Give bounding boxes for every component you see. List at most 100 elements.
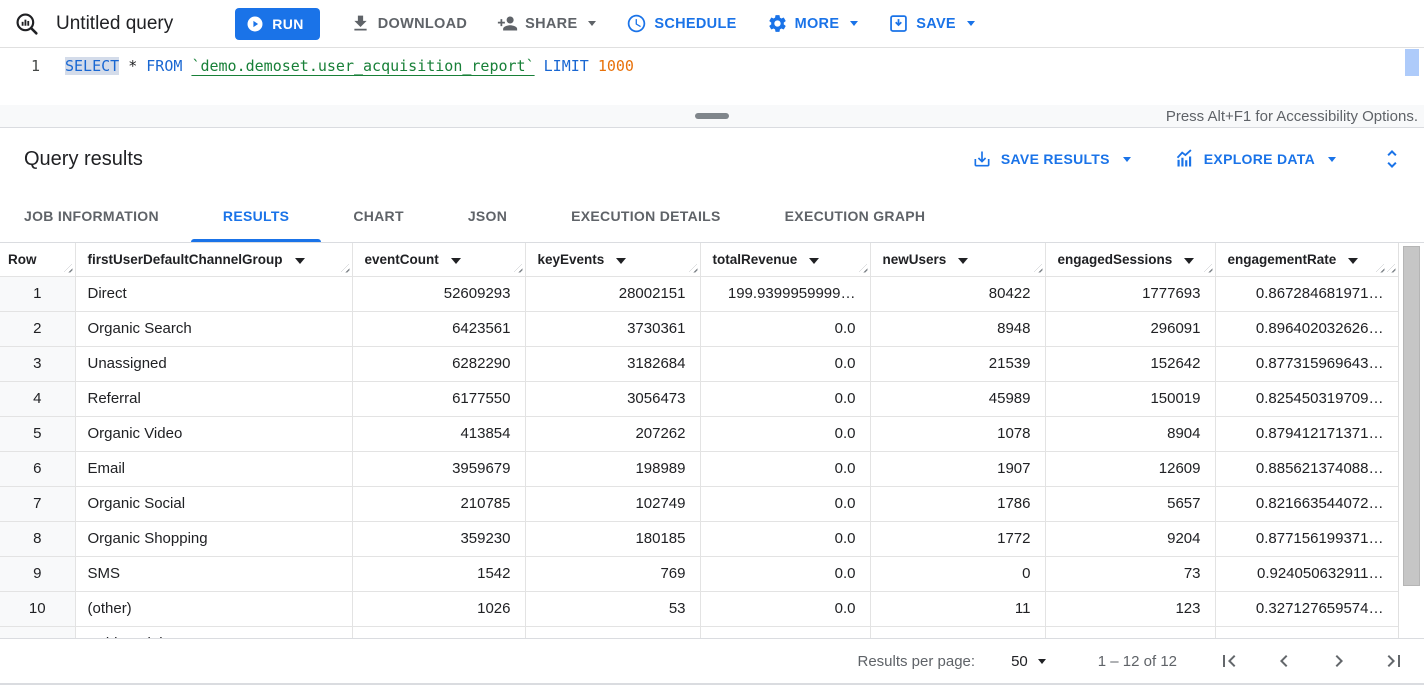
column-menu-caret-icon[interactable] bbox=[450, 257, 461, 264]
cell-keyEvents: 3730361 bbox=[525, 311, 701, 347]
more-button[interactable]: MORE bbox=[767, 13, 859, 34]
cell-engagedSessions: 150019 bbox=[1045, 381, 1216, 417]
results-header: Query results SAVE RESULTS bbox=[0, 128, 1424, 190]
results-per-page-label: Results per page: bbox=[857, 652, 976, 670]
page-size-caret-icon bbox=[1037, 658, 1046, 664]
cell-totalRevenue: 0.0 bbox=[700, 556, 871, 592]
cell-firstUserDefaultChannelGroup: Organic Search bbox=[75, 311, 353, 347]
save-icon bbox=[888, 13, 909, 34]
cell-engagementRate: 0.877156199371… bbox=[1215, 521, 1399, 557]
column-header-engagedSessions[interactable]: engagedSessions bbox=[1045, 243, 1216, 277]
tab-json[interactable]: JSON bbox=[436, 190, 539, 242]
download-icon bbox=[350, 13, 371, 34]
first-page-button[interactable] bbox=[1217, 649, 1241, 673]
cell-firstUserDefaultChannelGroup: (other) bbox=[75, 591, 353, 627]
cell-totalRevenue: 0.0 bbox=[700, 486, 871, 522]
cell-eventCount: 337 bbox=[352, 626, 526, 638]
explore-data-button[interactable]: EXPLORE DATA bbox=[1175, 149, 1336, 169]
column-menu-caret-icon[interactable] bbox=[809, 257, 820, 264]
cell-newUsers: 0 bbox=[870, 556, 1046, 592]
share-button[interactable]: SHARE bbox=[497, 13, 597, 34]
table-reference-link[interactable]: `demo.demoset.user_acquisition_report` bbox=[191, 57, 535, 75]
cell-engagedSessions: 8904 bbox=[1045, 416, 1216, 452]
column-header-totalRevenue[interactable]: totalRevenue bbox=[700, 243, 871, 277]
column-resize-grip[interactable] bbox=[688, 263, 698, 273]
gear-icon bbox=[767, 13, 788, 34]
column-menu-caret-icon[interactable] bbox=[1348, 257, 1359, 264]
page-size-select[interactable]: 50 bbox=[1011, 653, 1046, 670]
splitter-drag-handle[interactable] bbox=[695, 113, 729, 119]
cell-firstUserDefaultChannelGroup: Email bbox=[75, 451, 353, 487]
column-menu-caret-icon[interactable] bbox=[958, 257, 969, 264]
row-number-cell: 9 bbox=[0, 556, 76, 592]
column-header-keyEvents[interactable]: keyEvents bbox=[525, 243, 701, 277]
column-header-eventCount[interactable]: eventCount bbox=[352, 243, 526, 277]
cell-keyEvents: 53 bbox=[525, 591, 701, 627]
tab-results[interactable]: RESULTS bbox=[190, 190, 322, 242]
download-button[interactable]: DOWNLOAD bbox=[350, 13, 467, 34]
column-resize-grip[interactable] bbox=[513, 263, 523, 273]
column-resize-grip[interactable] bbox=[858, 263, 868, 273]
column-header-newUsers[interactable]: newUsers bbox=[870, 243, 1046, 277]
save-results-caret-icon bbox=[1122, 156, 1131, 162]
save-results-button[interactable]: SAVE RESULTS bbox=[972, 149, 1131, 169]
row-number-cell: 6 bbox=[0, 451, 76, 487]
previous-page-button[interactable] bbox=[1272, 649, 1296, 673]
expand-results-button[interactable] bbox=[1380, 147, 1404, 171]
last-page-icon bbox=[1387, 655, 1400, 667]
cell-newUsers: 11 bbox=[870, 591, 1046, 627]
last-page-button[interactable] bbox=[1382, 649, 1406, 673]
cell-keyEvents: 3056473 bbox=[525, 381, 701, 417]
column-resize-grip[interactable] bbox=[1203, 263, 1213, 273]
save-button[interactable]: SAVE bbox=[888, 13, 975, 34]
table-row: 8 Organic Shopping 359230 180185 0.0 1772 9204… bbox=[0, 521, 1399, 557]
schedule-button[interactable]: SCHEDULE bbox=[626, 13, 736, 34]
next-page-button[interactable] bbox=[1327, 649, 1351, 673]
cell-eventCount: 6282290 bbox=[352, 346, 526, 382]
column-menu-caret-icon[interactable] bbox=[294, 257, 305, 264]
column-header-engagementRate[interactable]: engagementRate bbox=[1215, 243, 1399, 277]
tab-execution-details[interactable]: EXECUTION DETAILS bbox=[539, 190, 753, 242]
table-edge-resize-grip[interactable] bbox=[1386, 263, 1396, 273]
column-header-firstUserDefaultChannelGroup[interactable]: firstUserDefaultChannelGroup bbox=[75, 243, 353, 277]
run-button[interactable]: RUN bbox=[235, 7, 320, 40]
sql-editor[interactable]: 1 SELECT * FROM `demo.demoset.user_acqui… bbox=[0, 48, 1424, 105]
tab-job-information[interactable]: JOB INFORMATION bbox=[0, 190, 191, 242]
cell-eventCount: 413854 bbox=[352, 416, 526, 452]
row-number-cell: 10 bbox=[0, 591, 76, 627]
tab-chart[interactable]: CHART bbox=[321, 190, 436, 242]
sql-code-line[interactable]: SELECT * FROM `demo.demoset.user_acquisi… bbox=[65, 57, 634, 75]
column-resize-grip[interactable] bbox=[340, 263, 350, 273]
person-add-icon bbox=[497, 13, 518, 34]
cell-firstUserDefaultChannelGroup: Referral bbox=[75, 381, 353, 417]
column-resize-grip[interactable] bbox=[63, 263, 73, 273]
cell-totalRevenue: 0.0 bbox=[700, 521, 871, 557]
cell-newUsers: 3 bbox=[870, 626, 1046, 638]
tab-execution-graph[interactable]: EXECUTION GRAPH bbox=[753, 190, 958, 242]
cell-firstUserDefaultChannelGroup: Unassigned bbox=[75, 346, 353, 382]
cell-engagedSessions: 1777693 bbox=[1045, 276, 1216, 312]
cell-engagementRate: 0.825450319709… bbox=[1215, 381, 1399, 417]
cell-eventCount: 6423561 bbox=[352, 311, 526, 347]
column-resize-grip[interactable] bbox=[1033, 263, 1043, 273]
chevron-right-icon bbox=[1335, 655, 1343, 667]
cell-firstUserDefaultChannelGroup: Paid Social bbox=[75, 626, 353, 638]
column-menu-caret-icon[interactable] bbox=[616, 257, 627, 264]
row-number-cell: 8 bbox=[0, 521, 76, 557]
cell-totalRevenue: 199.9399959999… bbox=[700, 276, 871, 312]
table-scrollbar-track[interactable] bbox=[1398, 243, 1424, 638]
column-resize-grip[interactable] bbox=[1375, 263, 1385, 273]
column-menu-caret-icon[interactable] bbox=[1184, 257, 1195, 264]
editor-scrollbar-thumb[interactable] bbox=[1405, 49, 1419, 76]
cell-eventCount: 3959679 bbox=[352, 451, 526, 487]
table-scrollbar-thumb[interactable] bbox=[1403, 246, 1420, 586]
cell-engagementRate: 0.885621374088… bbox=[1215, 451, 1399, 487]
cell-keyEvents: 180185 bbox=[525, 521, 701, 557]
sql-keyword-from: FROM bbox=[146, 57, 183, 75]
cell-eventCount: 52609293 bbox=[352, 276, 526, 312]
table-row: 2 Organic Search 6423561 3730361 0.0 8948 2960… bbox=[0, 311, 1399, 347]
share-dropdown-caret-icon bbox=[588, 21, 597, 26]
table-row: 10 (other) 1026 53 0.0 11 123 0.327127659574… bbox=[0, 591, 1399, 627]
column-header-row[interactable]: Row bbox=[0, 243, 76, 277]
cell-newUsers: 45989 bbox=[870, 381, 1046, 417]
